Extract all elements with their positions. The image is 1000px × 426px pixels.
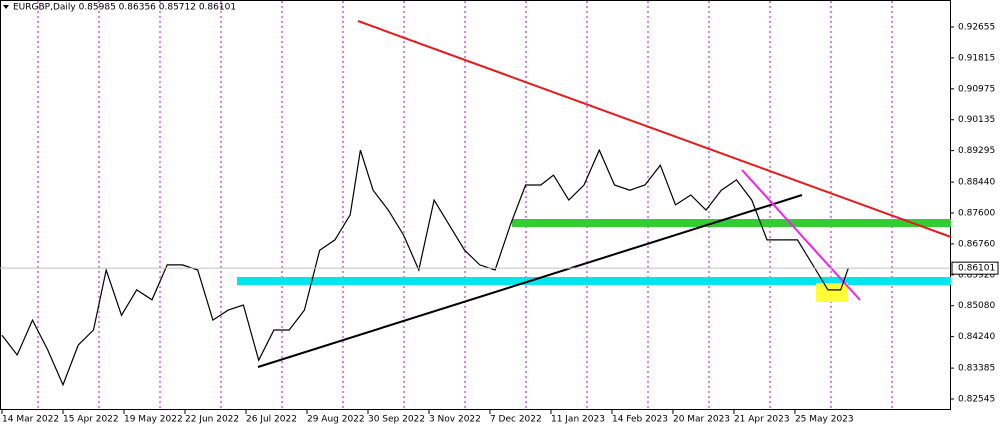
x-tick-label: 11 Jan 2023	[551, 415, 605, 425]
y-tick-label: 0.86760	[958, 239, 995, 249]
x-tick-label: 21 Apr 2023	[734, 415, 790, 425]
y-tick-label: 0.85920	[958, 270, 995, 280]
y-tick-label: 0.85080	[958, 301, 995, 311]
grid	[37, 1, 893, 410]
down-trendline	[357, 20, 952, 238]
current-price-label: 0.86101	[958, 264, 995, 274]
price-line	[1, 148, 849, 387]
x-tick-label: 19 May 2022	[124, 415, 183, 425]
plot-frame	[0, 0, 951, 410]
x-tick-label: 15 Apr 2022	[63, 415, 119, 425]
y-tick-label: 0.92655	[958, 23, 995, 33]
y-tick-label: 0.83385	[958, 364, 995, 374]
symbol-arrow	[3, 5, 9, 9]
x-tick-label: 25 May 2023	[795, 415, 854, 425]
y-tick-label: 0.90975	[958, 84, 995, 94]
y-tick-label: 0.91815	[958, 53, 995, 63]
x-tick-label: 26 Jul 2022	[246, 415, 297, 425]
y-tick-label: 0.87600	[958, 209, 995, 219]
x-tick-label: 3 Nov 2022	[429, 415, 481, 425]
y-tick-label: 0.88440	[958, 178, 995, 188]
chart-title: EURGBP,Daily 0.85985 0.86356 0.85712 0.8…	[13, 3, 236, 13]
y-tick-label: 0.82545	[958, 394, 995, 404]
x-tick-label: 14 Feb 2023	[612, 415, 668, 425]
x-tick-label: 30 Sep 2022	[368, 415, 425, 425]
x-tick-label: 29 Aug 2022	[307, 415, 365, 425]
x-tick-label: 7 Dec 2022	[490, 415, 542, 425]
current-price-box	[951, 261, 999, 275]
x-tick-label: 22 Jun 2022	[185, 415, 239, 425]
x-tick-label: 14 Mar 2022	[2, 415, 59, 425]
y-tick-label: 0.84240	[958, 332, 995, 342]
up-trendline	[257, 194, 803, 368]
y-tick-label: 0.90135	[958, 115, 995, 125]
highlight-box	[816, 283, 848, 302]
resistance-zone	[512, 219, 951, 227]
support-zone	[237, 277, 951, 285]
x-tick-label: 20 Mar 2023	[673, 415, 730, 425]
channel-line	[741, 169, 861, 301]
y-tick-label: 0.89295	[958, 146, 995, 156]
